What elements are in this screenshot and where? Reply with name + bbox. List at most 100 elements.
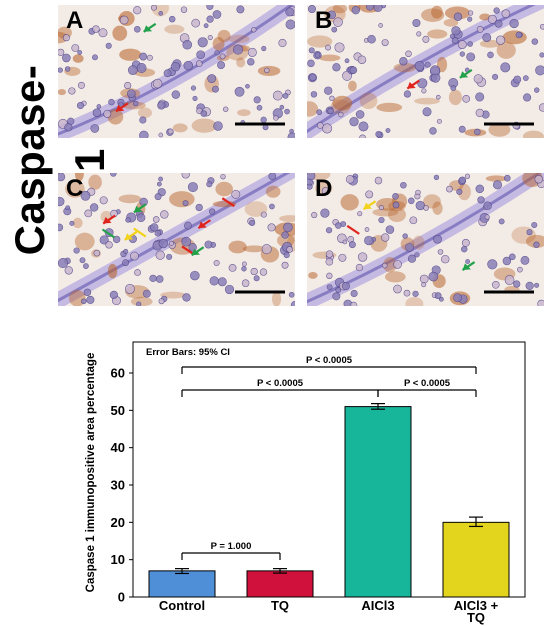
stain-patch bbox=[212, 37, 225, 51]
cell-nucleus bbox=[212, 10, 222, 19]
arrow-head bbox=[103, 216, 112, 224]
cell-nucleus bbox=[375, 130, 382, 138]
cell-nucleus bbox=[241, 261, 247, 267]
cell-nucleus bbox=[58, 223, 64, 232]
cell-nucleus bbox=[160, 210, 169, 219]
stain-patch bbox=[307, 101, 319, 117]
green-arrow-icon bbox=[459, 68, 473, 79]
cell-nucleus bbox=[124, 81, 132, 90]
cell-nucleus bbox=[245, 83, 250, 89]
stain-patch bbox=[448, 89, 462, 106]
cell-nucleus bbox=[166, 253, 173, 260]
red-arrow-icon bbox=[115, 102, 129, 113]
cell-nucleus bbox=[338, 253, 347, 262]
green-arrow-icon bbox=[143, 22, 157, 33]
cell-nucleus bbox=[357, 55, 367, 65]
cell-nucleus bbox=[456, 188, 463, 195]
cell-nucleus bbox=[473, 74, 483, 84]
cell-nucleus bbox=[491, 280, 500, 289]
cell-nucleus bbox=[112, 235, 121, 244]
cell-nucleus bbox=[283, 222, 293, 233]
stain-patch bbox=[372, 208, 399, 217]
cell-nucleus bbox=[150, 5, 158, 11]
cell-nucleus bbox=[484, 214, 490, 220]
cell-nucleus bbox=[458, 176, 467, 184]
cell-nucleus bbox=[503, 174, 511, 182]
stain-patch bbox=[191, 118, 217, 133]
cell-nucleus bbox=[450, 85, 457, 91]
cell-nucleus bbox=[421, 88, 427, 94]
cell-nucleus bbox=[127, 65, 138, 76]
cell-nucleus bbox=[344, 58, 350, 64]
cell-nucleus bbox=[428, 271, 439, 282]
cell-nucleus bbox=[467, 16, 473, 22]
stain-patch bbox=[271, 290, 282, 306]
cell-nucleus bbox=[494, 19, 503, 28]
cell-nucleus bbox=[487, 51, 494, 59]
cell-nucleus bbox=[416, 31, 422, 37]
cell-nucleus bbox=[92, 54, 98, 61]
cell-nucleus bbox=[495, 35, 506, 45]
stain-patch bbox=[265, 185, 281, 198]
cell-nucleus bbox=[77, 81, 85, 89]
cell-nucleus bbox=[311, 211, 318, 219]
error-bar bbox=[175, 568, 189, 575]
cell-nucleus bbox=[513, 75, 522, 84]
cell-nucleus bbox=[531, 38, 539, 45]
cell-nucleus bbox=[231, 189, 241, 199]
cell-nucleus bbox=[154, 193, 162, 201]
cell-nucleus bbox=[206, 181, 213, 188]
cell-nucleus bbox=[58, 173, 66, 182]
yellow-arrow-icon bbox=[133, 227, 147, 238]
cell-nucleus bbox=[222, 106, 229, 112]
cell-nucleus bbox=[119, 15, 129, 25]
stain-patch bbox=[169, 191, 195, 208]
cell-nucleus bbox=[316, 109, 323, 116]
cell-nucleus bbox=[208, 208, 216, 215]
micrograph-image bbox=[58, 5, 295, 138]
interstitial-cells bbox=[307, 5, 536, 134]
bar bbox=[246, 570, 314, 598]
red-arrow-icon bbox=[221, 197, 235, 208]
cell-nucleus bbox=[333, 17, 343, 27]
cell-nucleus bbox=[403, 289, 411, 297]
cell-nucleus bbox=[247, 58, 255, 66]
cell-nucleus bbox=[474, 128, 481, 136]
cell-nucleus bbox=[414, 60, 425, 71]
cell-nucleus bbox=[374, 176, 383, 185]
cell-nucleus bbox=[250, 267, 258, 276]
cell-nucleus bbox=[523, 93, 532, 102]
cell-nucleus bbox=[341, 282, 350, 291]
cell-nucleus bbox=[415, 189, 421, 196]
cell-nucleus bbox=[449, 33, 455, 39]
cell-nucleus bbox=[334, 42, 345, 53]
significance-bracket: P = 1.000 bbox=[181, 541, 281, 560]
stain-patch bbox=[431, 5, 443, 19]
cell-nucleus bbox=[436, 118, 442, 124]
cell-nucleus bbox=[534, 175, 543, 184]
arrow-head bbox=[115, 104, 125, 112]
cell-nucleus bbox=[381, 262, 388, 269]
cell-nucleus bbox=[539, 23, 544, 30]
cell-nucleus bbox=[282, 92, 289, 99]
cell-nucleus bbox=[464, 173, 471, 179]
cell-nucleus bbox=[108, 98, 115, 106]
green-arrow-icon bbox=[191, 246, 205, 257]
cell-nucleus bbox=[158, 132, 164, 138]
cell-nucleus bbox=[155, 275, 164, 283]
cell-nucleus bbox=[433, 234, 442, 244]
cell-nucleus bbox=[509, 18, 519, 29]
cell-nucleus bbox=[217, 61, 226, 70]
cell-nucleus bbox=[76, 102, 85, 110]
stain-patch bbox=[228, 34, 250, 44]
significance-bracket: P < 0.0005 bbox=[377, 378, 477, 397]
cell-nucleus bbox=[508, 253, 516, 261]
cell-nucleus bbox=[378, 216, 385, 224]
cell-nucleus bbox=[190, 85, 197, 91]
cell-nucleus bbox=[408, 197, 415, 205]
cell-nucleus bbox=[181, 236, 192, 247]
y-tick-label: 0 bbox=[118, 590, 125, 605]
micrograph-panel-c: C bbox=[58, 173, 295, 306]
cell-nucleus bbox=[329, 95, 335, 102]
cell-nucleus bbox=[256, 104, 263, 111]
